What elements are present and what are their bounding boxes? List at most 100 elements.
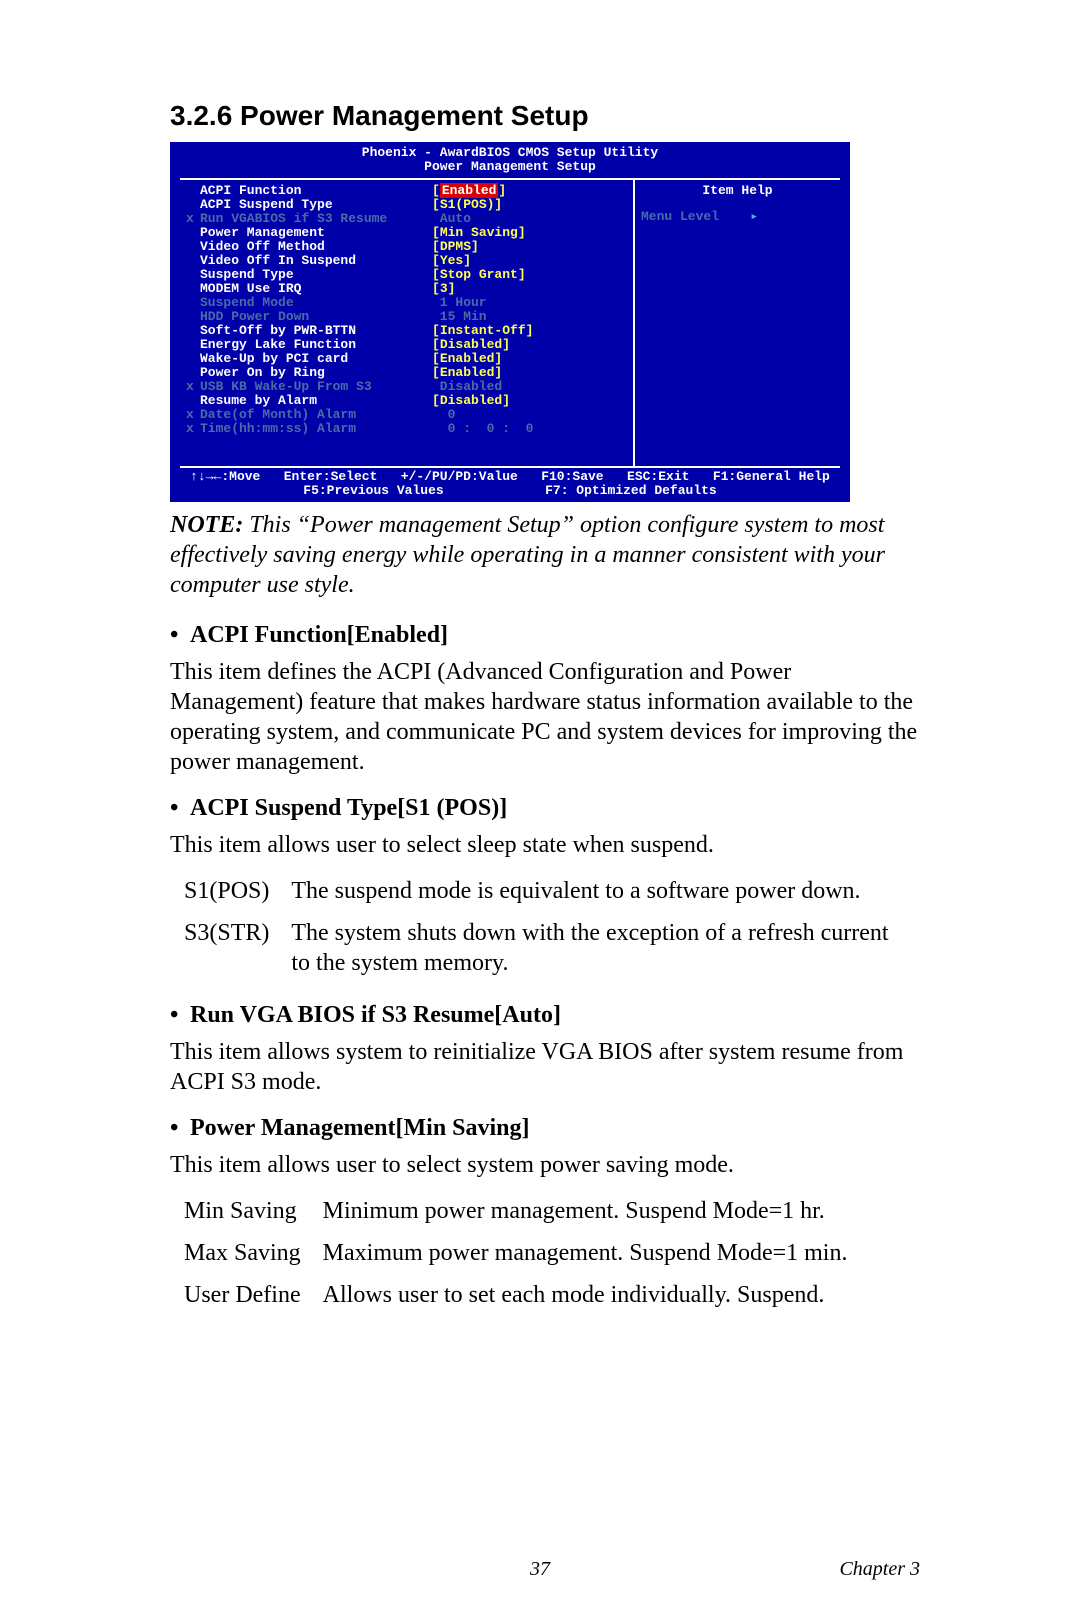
bios-setting-label: Resume by Alarm — [200, 394, 432, 408]
bios-setting-row: Energy Lake Function[Disabled] — [186, 338, 627, 352]
cell-key: Max Saving — [184, 1232, 323, 1274]
bios-setting-value: [Enabled] — [432, 351, 502, 366]
bios-setting-value: [Disabled] — [432, 393, 510, 408]
triangle-right-icon: ▸ — [750, 209, 758, 224]
bullet-run-vga: •Run VGA BIOS if S3 Resume[Auto] — [170, 1002, 920, 1029]
cell-val: Allows user to set each mode individuall… — [323, 1274, 858, 1316]
bios-row-marker — [186, 254, 200, 268]
section-heading: 3.2.6 Power Management Setup — [170, 100, 920, 132]
bios-row-marker: x — [186, 212, 200, 226]
bios-row-marker — [186, 240, 200, 254]
bios-menu-level: Menu Level ▸ — [641, 210, 834, 224]
bios-setting-row: Wake-Up by PCI card[Enabled] — [186, 352, 627, 366]
bios-setting-label: Time(hh:mm:ss) Alarm — [200, 422, 432, 436]
bullet-text: ACPI Suspend Type[S1 (POS)] — [190, 795, 507, 821]
bios-row-marker — [186, 394, 200, 408]
bios-row-marker — [186, 198, 200, 212]
para-acpi-suspend: This item allows user to select sleep st… — [170, 830, 920, 860]
bios-setting-value: [Stop Grant] — [432, 267, 526, 282]
note-text: This “Power management Setup” option con… — [170, 512, 885, 598]
bios-setting-label: Energy Lake Function — [200, 338, 432, 352]
cell-key: S3(STR) — [184, 912, 291, 984]
table-row: S3(STR) The system shuts down with the e… — [184, 912, 920, 984]
bios-setting-value: [Enabled] — [432, 183, 506, 198]
bios-setting-value: 15 Min — [432, 309, 487, 324]
bios-setting-row: x Run VGABIOS if S3 Resume Auto — [186, 212, 627, 226]
bios-row-marker — [186, 338, 200, 352]
bios-setting-row: x Date(of Month) Alarm 0 — [186, 408, 627, 422]
bios-setting-label: Wake-Up by PCI card — [200, 352, 432, 366]
bios-row-marker — [186, 268, 200, 282]
table-row: Min Saving Minimum power management. Sus… — [184, 1190, 857, 1232]
bios-setting-value: 0 — [432, 407, 455, 422]
bios-setting-value: Disabled — [432, 379, 502, 394]
cell-val: Maximum power management. Suspend Mode=1… — [323, 1232, 858, 1274]
bios-setting-value: [DPMS] — [432, 239, 479, 254]
cell-val: The suspend mode is equivalent to a soft… — [291, 870, 920, 912]
bios-row-marker — [186, 282, 200, 296]
bios-setting-label: Suspend Mode — [200, 296, 432, 310]
bios-row-marker — [186, 310, 200, 324]
bullet-acpi-function: •ACPI Function[Enabled] — [170, 622, 920, 649]
bios-setting-row: Video Off In Suspend[Yes] — [186, 254, 627, 268]
bullet-text: Power Management[Min Saving] — [190, 1115, 530, 1141]
table-suspend-modes: S1(POS) The suspend mode is equivalent t… — [184, 870, 920, 984]
bios-setting-row: Suspend Type[Stop Grant] — [186, 268, 627, 282]
bullet-acpi-suspend: •ACPI Suspend Type[S1 (POS)] — [170, 795, 920, 822]
bios-row-marker — [186, 184, 200, 198]
bios-footer-line-1: ↑↓→←:Move Enter:Select +/-/PU/PD:Value F… — [180, 470, 840, 484]
bios-setting-row: MODEM Use IRQ[3] — [186, 282, 627, 296]
table-row: S1(POS) The suspend mode is equivalent t… — [184, 870, 920, 912]
bios-setting-row: ACPI Function[Enabled] — [186, 184, 627, 198]
bios-row-marker — [186, 324, 200, 338]
bios-setting-row: Suspend Mode 1 Hour — [186, 296, 627, 310]
bios-setting-value: [Enabled] — [432, 365, 502, 380]
bios-setting-value: 0 : 0 : 0 — [432, 421, 533, 436]
bios-setting-value: [3] — [432, 281, 455, 296]
bios-row-marker — [186, 226, 200, 240]
table-row: Max Saving Maximum power management. Sus… — [184, 1232, 857, 1274]
cell-key: User Define — [184, 1274, 323, 1316]
bios-setting-label: HDD Power Down — [200, 310, 432, 324]
cell-key: Min Saving — [184, 1190, 323, 1232]
bios-setting-label: ACPI Function — [200, 184, 432, 198]
bios-row-marker — [186, 296, 200, 310]
bios-setting-value: [Disabled] — [432, 337, 510, 352]
para-power-mgmt: This item allows user to select system p… — [170, 1150, 920, 1180]
bios-setting-label: Video Off Method — [200, 240, 432, 254]
bios-setting-label: ACPI Suspend Type — [200, 198, 432, 212]
bios-setting-value: [Instant-Off] — [432, 323, 533, 338]
bios-row-marker: x — [186, 380, 200, 394]
bios-setting-label: Run VGABIOS if S3 Resume — [200, 212, 432, 226]
bios-title-2: Power Management Setup — [170, 160, 850, 174]
cell-val: Minimum power management. Suspend Mode=1… — [323, 1190, 858, 1232]
table-power-modes: Min Saving Minimum power management. Sus… — [184, 1190, 857, 1316]
bios-row-marker — [186, 352, 200, 366]
bullet-text: ACPI Function[Enabled] — [190, 622, 448, 648]
bullet-power-mgmt: •Power Management[Min Saving] — [170, 1115, 920, 1142]
bios-title-1: Phoenix - AwardBIOS CMOS Setup Utility — [170, 146, 850, 160]
bios-row-marker: x — [186, 408, 200, 422]
table-row: User Define Allows user to set each mode… — [184, 1274, 857, 1316]
bullet-text: Run VGA BIOS if S3 Resume[Auto] — [190, 1002, 561, 1028]
bios-setting-value: [Yes] — [432, 253, 471, 268]
cell-key: S1(POS) — [184, 870, 291, 912]
bios-setting-row: Video Off Method[DPMS] — [186, 240, 627, 254]
bios-screenshot: Phoenix - AwardBIOS CMOS Setup Utility P… — [170, 142, 850, 502]
bios-row-marker: x — [186, 422, 200, 436]
bios-setting-row: Resume by Alarm[Disabled] — [186, 394, 627, 408]
bios-setting-label: Soft-Off by PWR-BTTN — [200, 324, 432, 338]
bios-menu-level-label: Menu Level — [641, 209, 719, 224]
bios-setting-value: [Min Saving] — [432, 225, 526, 240]
bios-setting-row: Power Management[Min Saving] — [186, 226, 627, 240]
bios-setting-row: x Time(hh:mm:ss) Alarm 0 : 0 : 0 — [186, 422, 627, 436]
bios-setting-label: MODEM Use IRQ — [200, 282, 432, 296]
cell-val: The system shuts down with the exception… — [291, 912, 920, 984]
bios-setting-row: HDD Power Down 15 Min — [186, 310, 627, 324]
bios-setting-label: Power On by Ring — [200, 366, 432, 380]
bios-panel: ACPI Function[Enabled] ACPI Suspend Type… — [180, 178, 840, 468]
bios-setting-label: Date(of Month) Alarm — [200, 408, 432, 422]
note-label: NOTE: — [170, 512, 243, 538]
para-run-vga: This item allows system to reinitialize … — [170, 1037, 920, 1097]
chapter-label: Chapter 3 — [839, 1558, 920, 1581]
